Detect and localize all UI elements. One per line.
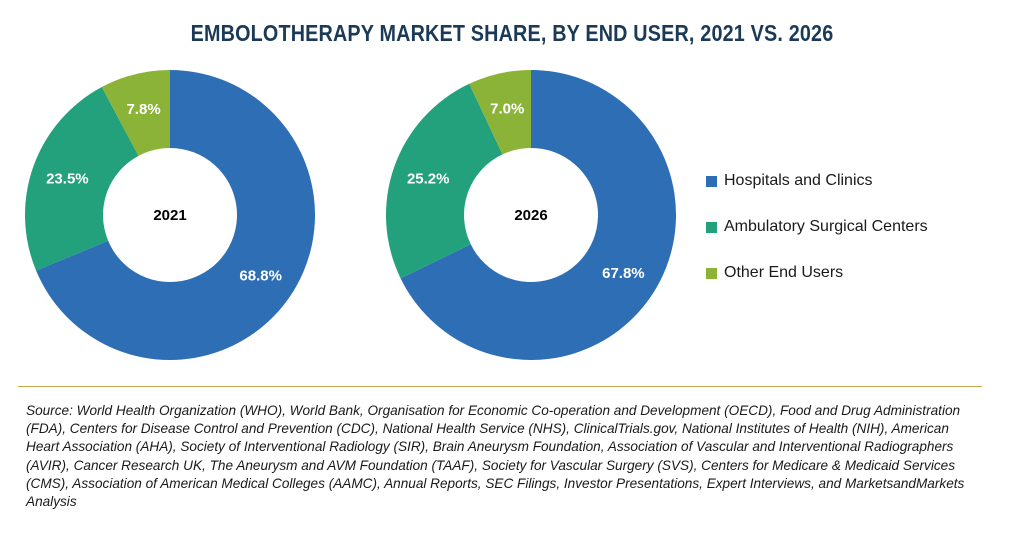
legend: Hospitals and Clinics Ambulatory Surgical… bbox=[706, 158, 928, 296]
legend-item: Ambulatory Surgical Centers bbox=[706, 204, 928, 250]
slice-label: 23.5% bbox=[46, 170, 89, 187]
slice-ambulatory-surgical-centers-2026 bbox=[386, 83, 503, 279]
slice-label: 7.0% bbox=[490, 101, 524, 118]
source-note: Source: World Health Organization (WHO),… bbox=[26, 403, 965, 510]
slice-other-end-users-2021 bbox=[101, 70, 170, 156]
slice-label: 68.8% bbox=[239, 268, 282, 285]
donut-2026: 67.8% 25.2% 7.0% 2026 bbox=[386, 70, 677, 360]
legend-swatch bbox=[706, 175, 717, 187]
donut-2021: 68.8% 23.5% 7.8% 2021 bbox=[25, 70, 315, 361]
center-label: 2026 bbox=[514, 207, 547, 224]
slice-label: 67.8% bbox=[602, 265, 645, 282]
legend-swatch bbox=[706, 221, 717, 233]
slice-other-end-users-2026 bbox=[469, 70, 531, 155]
chart-title: EMBOLOTHERAPY MARKET SHARE, BY END USER,… bbox=[190, 20, 834, 46]
legend-item: Other End Users bbox=[706, 250, 928, 296]
legend-label: Other End Users bbox=[724, 264, 844, 281]
legend-item: Hospitals and Clinics bbox=[706, 158, 928, 204]
slice-label: 25.2% bbox=[407, 171, 450, 188]
slice-hospitals-and-clinics-2026 bbox=[400, 70, 677, 360]
legend-label: Ambulatory Surgical Centers bbox=[724, 218, 928, 235]
center-label: 2021 bbox=[153, 207, 186, 224]
slice-hospitals-and-clinics-2021 bbox=[36, 70, 315, 361]
legend-label: Hospitals and Clinics bbox=[724, 172, 873, 189]
slice-label: 7.8% bbox=[126, 101, 160, 118]
divider bbox=[18, 386, 982, 387]
donut-charts: 68.8% 23.5% 7.8% 2021 67.8% 25.2% 7.0% 2026 bbox=[25, 70, 677, 361]
legend-swatch bbox=[706, 267, 717, 279]
slice-ambulatory-surgical-centers-2021 bbox=[25, 87, 139, 271]
